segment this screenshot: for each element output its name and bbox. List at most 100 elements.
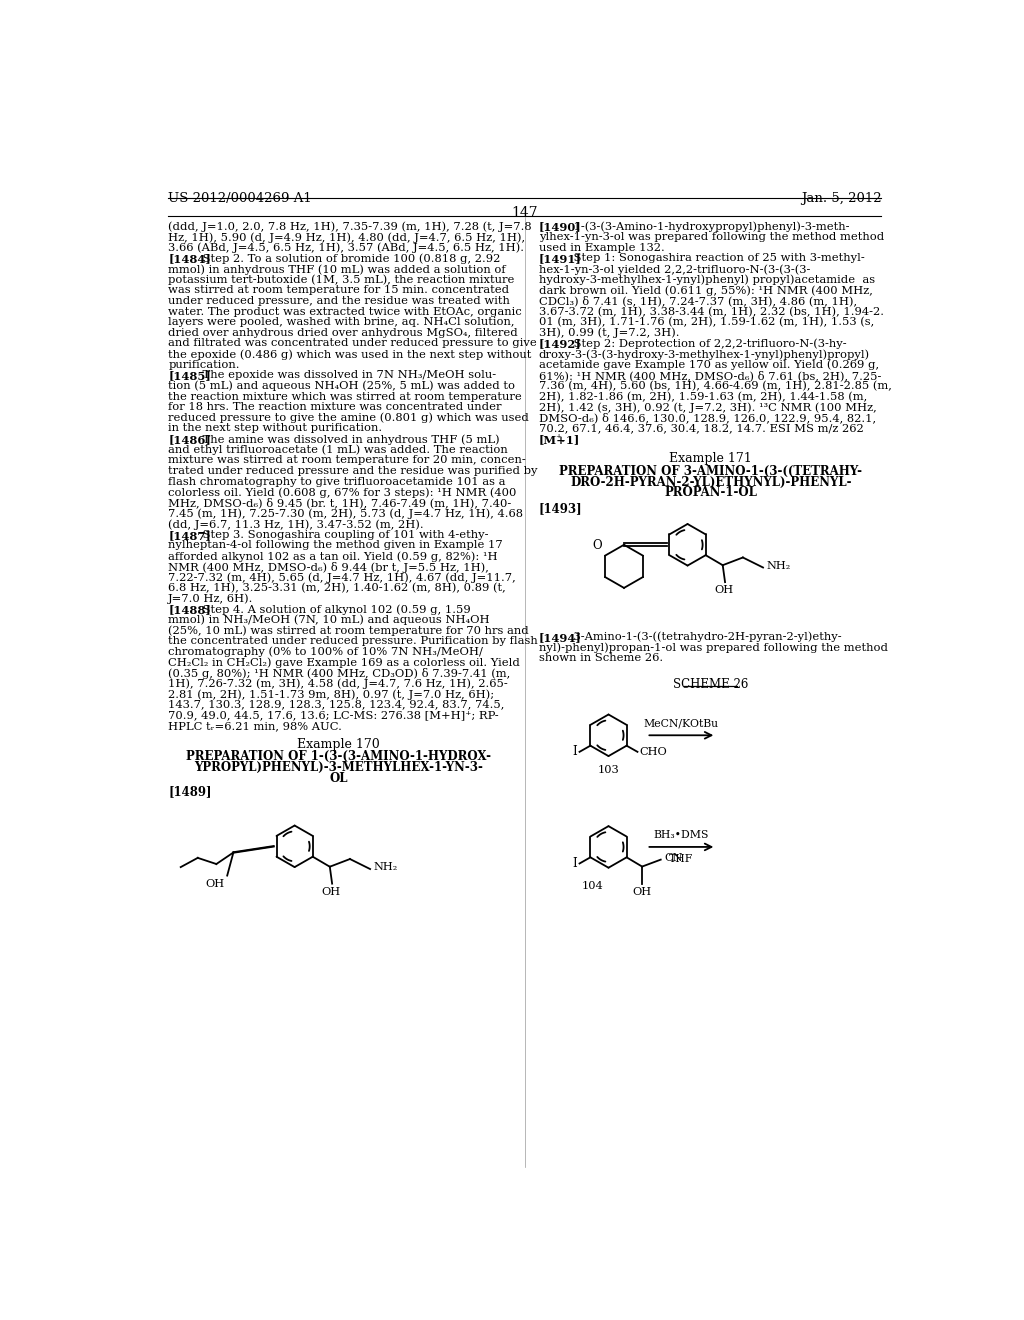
Text: 70.2, 67.1, 46.4, 37.6, 30.4, 18.2, 14.7. ESI MS m/z 262: 70.2, 67.1, 46.4, 37.6, 30.4, 18.2, 14.7… [539, 424, 863, 433]
Text: [1490]: [1490] [539, 222, 582, 232]
Text: I: I [572, 746, 578, 758]
Text: and ethyl trifluoroacetate (1 mL) was added. The reaction: and ethyl trifluoroacetate (1 mL) was ad… [168, 445, 508, 455]
Text: was stirred at room temperature for 15 min. concentrated: was stirred at room temperature for 15 m… [168, 285, 509, 296]
Text: nyl)-phenyl)propan-1-ol was prepared following the method: nyl)-phenyl)propan-1-ol was prepared fol… [539, 643, 888, 653]
Text: (0.35 g, 80%); ¹H NMR (400 MHz, CD₃OD) δ 7.39-7.41 (m,: (0.35 g, 80%); ¹H NMR (400 MHz, CD₃OD) δ… [168, 668, 511, 678]
Text: OH: OH [205, 879, 224, 888]
Text: Step 2: Deprotection of 2,2,2-trifluoro-N-(3-hy-: Step 2: Deprotection of 2,2,2-trifluoro-… [559, 338, 846, 348]
Text: shown in Scheme 26.: shown in Scheme 26. [539, 653, 663, 663]
Text: mmol) in NH₃/MeOH (7N, 10 mL) and aqueous NH₄OH: mmol) in NH₃/MeOH (7N, 10 mL) and aqueou… [168, 615, 489, 626]
Text: for 18 hrs. The reaction mixture was concentrated under: for 18 hrs. The reaction mixture was con… [168, 403, 502, 412]
Text: chromatography (0% to 100% of 10% 7N NH₃/MeOH/: chromatography (0% to 100% of 10% 7N NH₃… [168, 647, 483, 657]
Text: Hz, 1H), 5.90 (d, J=4.9 Hz, 1H), 4.80 (dd, J=4.7, 6.5 Hz, 1H),: Hz, 1H), 5.90 (d, J=4.9 Hz, 1H), 4.80 (d… [168, 232, 525, 243]
Text: DRO-2H-PYRAN-2-YL)ETHYNYL)-PHENYL-: DRO-2H-PYRAN-2-YL)ETHYNYL)-PHENYL- [570, 475, 852, 488]
Text: Step 1: Sonogashira reaction of 25 with 3-methyl-: Step 1: Sonogashira reaction of 25 with … [559, 253, 864, 264]
Text: CH₂Cl₂ in CH₂Cl₂) gave Example 169 as a colorless oil. Yield: CH₂Cl₂ in CH₂Cl₂) gave Example 169 as a … [168, 657, 520, 668]
Text: PREPARATION OF 3-AMINO-1-(3-((TETRAHY-: PREPARATION OF 3-AMINO-1-(3-((TETRAHY- [559, 465, 862, 478]
Text: 01 (m, 3H), 1.71-1.76 (m, 2H), 1.59-1.62 (m, 1H), 1.53 (s,: 01 (m, 3H), 1.71-1.76 (m, 2H), 1.59-1.62… [539, 317, 874, 327]
Text: OH: OH [715, 585, 734, 595]
Text: nylheptan-4-ol following the method given in Example 17: nylheptan-4-ol following the method give… [168, 540, 503, 550]
Text: hex-1-yn-3-ol yielded 2,2,2-trifluoro-N-(3-(3-(3-: hex-1-yn-3-ol yielded 2,2,2-trifluoro-N-… [539, 264, 810, 275]
Text: 70.9, 49.0, 44.5, 17.6, 13.6; LC-MS: 276.38 [M+H]⁺; RP-: 70.9, 49.0, 44.5, 17.6, 13.6; LC-MS: 276… [168, 710, 499, 721]
Text: hydroxy-3-methylhex-1-ynyl)phenyl) propyl)acetamide  as: hydroxy-3-methylhex-1-ynyl)phenyl) propy… [539, 275, 874, 285]
Text: acetamide gave Example 170 as yellow oil. Yield (0.269 g,: acetamide gave Example 170 as yellow oil… [539, 359, 879, 370]
Text: 61%): ¹H NMR (400 MHz, DMSO-d₆) δ 7.61 (bs, 2H), 7.25-: 61%): ¹H NMR (400 MHz, DMSO-d₆) δ 7.61 (… [539, 371, 881, 381]
Text: SCHEME 26: SCHEME 26 [673, 677, 749, 690]
Text: NH₂: NH₂ [766, 561, 791, 572]
Text: O: O [593, 540, 602, 553]
Text: layers were pooled, washed with brine, aq. NH₄Cl solution,: layers were pooled, washed with brine, a… [168, 317, 515, 327]
Text: J=7.0 Hz, 6H).: J=7.0 Hz, 6H). [168, 594, 254, 605]
Text: 1-(3-(3-Amino-1-hydroxypropyl)phenyl)-3-meth-: 1-(3-(3-Amino-1-hydroxypropyl)phenyl)-3-… [559, 222, 849, 232]
Text: Step 2. To a solution of bromide 100 (0.818 g, 2.92: Step 2. To a solution of bromide 100 (0.… [188, 253, 501, 264]
Text: 3H), 0.99 (t, J=7.2, 3H).: 3H), 0.99 (t, J=7.2, 3H). [539, 327, 679, 338]
Text: 2H), 1.42 (s, 3H), 0.92 (t, J=7.2, 3H). ¹³C NMR (100 MHz,: 2H), 1.42 (s, 3H), 0.92 (t, J=7.2, 3H). … [539, 403, 877, 413]
Text: The amine was dissolved in anhydrous THF (5 mL): The amine was dissolved in anhydrous THF… [188, 434, 500, 445]
Text: [1485]: [1485] [168, 371, 211, 381]
Text: tion (5 mL) and aqueous NH₄OH (25%, 5 mL) was added to: tion (5 mL) and aqueous NH₄OH (25%, 5 mL… [168, 381, 515, 392]
Text: under reduced pressure, and the residue was treated with: under reduced pressure, and the residue … [168, 296, 510, 306]
Text: purification.: purification. [168, 359, 240, 370]
Text: MeCN/KOtBu: MeCN/KOtBu [644, 718, 719, 729]
Text: mmol) in anhydrous THF (10 mL) was added a solution of: mmol) in anhydrous THF (10 mL) was added… [168, 264, 506, 275]
Text: colorless oil. Yield (0.608 g, 67% for 3 steps): ¹H NMR (400: colorless oil. Yield (0.608 g, 67% for 3… [168, 487, 517, 498]
Text: THF: THF [669, 854, 693, 863]
Text: [1493]: [1493] [539, 502, 583, 515]
Text: and filtrated was concentrated under reduced pressure to give: and filtrated was concentrated under red… [168, 338, 537, 348]
Text: 1H), 7.26-7.32 (m, 3H), 4.58 (dd, J=4.7, 7.6 Hz, 1H), 2.65-: 1H), 7.26-7.32 (m, 3H), 4.58 (dd, J=4.7,… [168, 678, 508, 689]
Text: [M+1]: [M+1] [539, 434, 581, 445]
Text: OH: OH [633, 887, 651, 896]
Text: in the next step without purification.: in the next step without purification. [168, 424, 382, 433]
Text: NH₂: NH₂ [373, 862, 397, 873]
Text: [1488]: [1488] [168, 605, 211, 615]
Text: 103: 103 [598, 764, 620, 775]
Text: flash chromatography to give trifluoroacetamide 101 as a: flash chromatography to give trifluoroac… [168, 477, 506, 487]
Text: [1486]: [1486] [168, 434, 211, 445]
Text: dried over anhydrous dried over anhydrous MgSO₄, filtered: dried over anhydrous dried over anhydrou… [168, 327, 518, 338]
Text: Example 171: Example 171 [670, 453, 753, 466]
Text: Example 170: Example 170 [297, 738, 380, 751]
Text: CHO: CHO [640, 747, 668, 756]
Text: PROPAN-1-OL: PROPAN-1-OL [665, 486, 757, 499]
Text: 3-Amino-1-(3-((tetrahydro-2H-pyran-2-yl)ethy-: 3-Amino-1-(3-((tetrahydro-2H-pyran-2-yl)… [559, 632, 842, 643]
Text: 3.66 (ABd, J=4.5, 6.5 Hz, 1H), 3.57 (ABd, J=4.5, 6.5 Hz, 1H).: 3.66 (ABd, J=4.5, 6.5 Hz, 1H), 3.57 (ABd… [168, 243, 524, 253]
Text: CDCl₃) δ 7.41 (s, 1H), 7.24-7.37 (m, 3H), 4.86 (m, 1H),: CDCl₃) δ 7.41 (s, 1H), 7.24-7.37 (m, 3H)… [539, 296, 857, 306]
Text: NMR (400 MHz, DMSO-d₆) δ 9.44 (br t, J=5.5 Hz, 1H),: NMR (400 MHz, DMSO-d₆) δ 9.44 (br t, J=5… [168, 561, 489, 573]
Text: [1491]: [1491] [539, 253, 582, 264]
Text: DMSO-d₆) δ 146.6, 130.0, 128.9, 126.0, 122.9, 95.4, 82.1,: DMSO-d₆) δ 146.6, 130.0, 128.9, 126.0, 1… [539, 413, 876, 424]
Text: trated under reduced pressure and the residue was purified by: trated under reduced pressure and the re… [168, 466, 538, 477]
Text: the concentrated under reduced pressure. Purification by flash: the concentrated under reduced pressure.… [168, 636, 538, 645]
Text: used in Example 132.: used in Example 132. [539, 243, 665, 253]
Text: the reaction mixture which was stirred at room temperature: the reaction mixture which was stirred a… [168, 392, 522, 401]
Text: 147: 147 [511, 206, 539, 220]
Text: The epoxide was dissolved in 7N NH₃/MeOH solu-: The epoxide was dissolved in 7N NH₃/MeOH… [188, 371, 497, 380]
Text: 104: 104 [582, 880, 604, 891]
Text: 7.45 (m, 1H), 7.25-7.30 (m, 2H), 5.73 (d, J=4.7 Hz, 1H), 4.68: 7.45 (m, 1H), 7.25-7.30 (m, 2H), 5.73 (d… [168, 508, 523, 519]
Text: potassium tert-butoxide (1M, 3.5 mL), the reaction mixture: potassium tert-butoxide (1M, 3.5 mL), th… [168, 275, 515, 285]
Text: dark brown oil. Yield (0.611 g, 55%): ¹H NMR (400 MHz,: dark brown oil. Yield (0.611 g, 55%): ¹H… [539, 285, 872, 296]
Text: 143.7, 130.3, 128.9, 128.3, 125.8, 123.4, 92.4, 83.7, 74.5,: 143.7, 130.3, 128.9, 128.3, 125.8, 123.4… [168, 700, 505, 710]
Text: Step 3. Sonogashira coupling of 101 with 4-ethy-: Step 3. Sonogashira coupling of 101 with… [188, 529, 488, 540]
Text: Step 4. A solution of alkynol 102 (0.59 g, 1.59: Step 4. A solution of alkynol 102 (0.59 … [188, 605, 471, 615]
Text: 6.8 Hz, 1H), 3.25-3.31 (m, 2H), 1.40-1.62 (m, 8H), 0.89 (t,: 6.8 Hz, 1H), 3.25-3.31 (m, 2H), 1.40-1.6… [168, 583, 506, 593]
Text: afforded alkynol 102 as a tan oil. Yield (0.59 g, 82%): ¹H: afforded alkynol 102 as a tan oil. Yield… [168, 550, 498, 561]
Text: 7.36 (m, 4H), 5.60 (bs, 1H), 4.66-4.69 (m, 1H), 2.81-2.85 (m,: 7.36 (m, 4H), 5.60 (bs, 1H), 4.66-4.69 (… [539, 381, 892, 391]
Text: [1489]: [1489] [168, 785, 212, 799]
Text: BH₃•DMS: BH₃•DMS [653, 830, 709, 840]
Text: I: I [572, 857, 578, 870]
Text: the epoxide (0.486 g) which was used in the next step without: the epoxide (0.486 g) which was used in … [168, 348, 531, 359]
Text: mixture was stirred at room temperature for 20 min, concen-: mixture was stirred at room temperature … [168, 455, 526, 466]
Text: YPROPYL)PHENYL)-3-METHYLHEX-1-YN-3-: YPROPYL)PHENYL)-3-METHYLHEX-1-YN-3- [195, 760, 483, 774]
Text: HPLC tᵣ=6.21 min, 98% AUC.: HPLC tᵣ=6.21 min, 98% AUC. [168, 721, 342, 731]
Text: 7.22-7.32 (m, 4H), 5.65 (d, J=4.7 Hz, 1H), 4.67 (dd, J=11.7,: 7.22-7.32 (m, 4H), 5.65 (d, J=4.7 Hz, 1H… [168, 572, 516, 582]
Text: ylhex-1-yn-3-ol was prepared following the method method: ylhex-1-yn-3-ol was prepared following t… [539, 232, 884, 242]
Text: [1484]: [1484] [168, 253, 211, 264]
Text: PREPARATION OF 1-(3-(3-AMINO-1-HYDROX-: PREPARATION OF 1-(3-(3-AMINO-1-HYDROX- [186, 750, 492, 763]
Text: water. The product was extracted twice with EtOAc, organic: water. The product was extracted twice w… [168, 306, 522, 317]
Text: Jan. 5, 2012: Jan. 5, 2012 [801, 193, 882, 206]
Text: [1492]: [1492] [539, 338, 582, 350]
Text: [1487]: [1487] [168, 529, 211, 541]
Text: 2.81 (m, 2H), 1.51-1.73 9m, 8H), 0.97 (t, J=7.0 Hz, 6H);: 2.81 (m, 2H), 1.51-1.73 9m, 8H), 0.97 (t… [168, 689, 495, 700]
Text: ⁺.: ⁺. [555, 434, 565, 444]
Text: CN: CN [665, 853, 683, 863]
